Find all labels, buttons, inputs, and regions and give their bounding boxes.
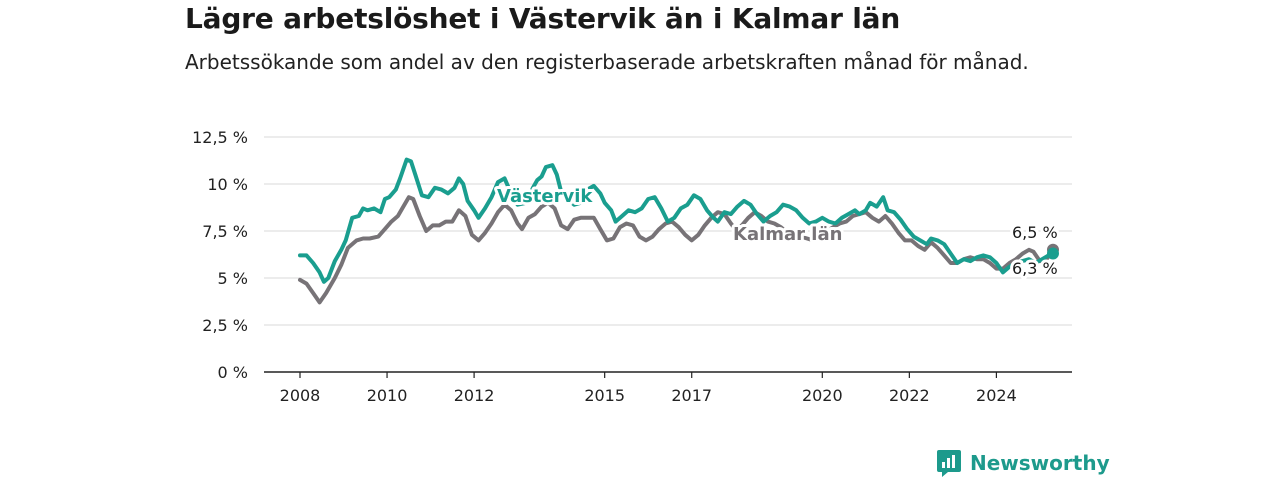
series-label-kalmar: Kalmar län [733,224,842,245]
series-label-vastervik: Västervik [497,186,593,207]
y-tick-label: 5 % [218,269,248,288]
y-tick-label: 10 % [207,175,248,194]
series-line-vastervik [298,157,1055,284]
end-label-vastervik: 6,3 % [1012,259,1058,278]
x-tick-label: 2024 [976,386,1017,405]
x-tick-label: 2022 [889,386,930,405]
brand-name: Newsworthy [970,451,1110,475]
newsworthy-logo-icon [937,450,961,477]
y-tick-label: 7,5 % [202,222,248,241]
x-tick-label: 2012 [454,386,495,405]
y-tick-label: 0 % [218,363,248,382]
x-axis-tick-labels: 2008 2010 2012 2015 2017 2020 2022 2024 [280,372,1017,405]
series-lines [298,157,1059,305]
chart-title: Lägre arbetslöshet i Västervik än i Kalm… [185,2,901,35]
y-tick-label: 2,5 % [202,316,248,335]
chart-subtitle: Arbetssökande som andel av den registerb… [185,50,1029,74]
y-axis-tick-labels: 0 % 2,5 % 5 % 7,5 % 10 % 12,5 % [192,128,248,382]
end-label-kalmar: 6,5 % [1012,223,1058,242]
x-tick-label: 2020 [802,386,843,405]
line-chart: 0 %2,5 %5 %7,5 %10 %12,5 % 2008 2010 2012 2… [192,128,1072,405]
x-tick-label: 2010 [367,386,408,405]
newsworthy-logo: Newsworthy [936,448,1110,478]
y-tick-label: 12,5 % [192,128,248,147]
series-labels: Västervik Kalmar län 6,5 % 6,3 % [494,183,1061,281]
x-tick-label: 2008 [280,386,321,405]
x-tick-label: 2015 [584,386,625,405]
end-point-vastervik [1046,247,1059,260]
series-line-kalmar [298,195,1055,305]
x-tick-label: 2017 [671,386,712,405]
